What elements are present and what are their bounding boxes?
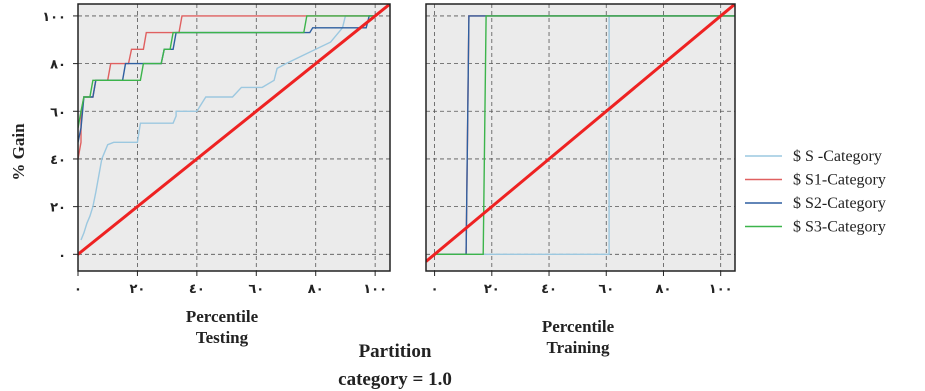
legend-label: $ S -Category	[793, 148, 882, 165]
x-tick-label: ١٠٠	[709, 282, 733, 297]
series-line	[80, 15, 376, 241]
x-tick-label: ٢٠	[129, 282, 145, 297]
legend-label: $ S1-Category	[793, 172, 886, 189]
y-tick-label: ٢٠	[50, 201, 66, 216]
x-tick-label: ٦٠	[598, 282, 614, 297]
y-tick-label: ٠	[58, 248, 66, 263]
legend-label: $ S3-Category	[793, 219, 886, 236]
plot-background	[78, 4, 390, 271]
testing-panel: ٠ ٢٠ ٤٠ ٦٠ ٨٠ ١٠٠ ٠ ٢٠ ٤٠ ٦٠ ٨٠ ١٠٠	[42, 3, 391, 297]
plot-frame	[425, 3, 736, 272]
x-axis-label-testing-line2: Testing	[196, 328, 249, 347]
y-tick-label: ٤٠	[50, 153, 66, 168]
y-axis-label: % Gain	[9, 123, 28, 181]
y-tick-label: ٨٠	[50, 58, 66, 73]
partition-caption-line1: Partition	[359, 341, 432, 362]
baseline-line	[426, 4, 735, 263]
training-panel: ٠ ٢٠ ٤٠ ٦٠ ٨٠ ١٠٠	[425, 3, 736, 297]
series-line	[78, 15, 376, 129]
baseline-line	[78, 4, 390, 257]
x-tick-label: ٤٠	[541, 282, 557, 297]
partition-caption-line2: category = 1.0	[338, 369, 452, 390]
y-tick-label: ١٠٠	[42, 10, 66, 25]
x-tick-label: ٨٠	[308, 282, 324, 297]
x-tick-label: ٠	[74, 282, 82, 297]
legend: $ S -Category $ S1-Category $ S2-Category $…	[745, 148, 886, 236]
x-tick-label: ٨٠	[656, 282, 672, 297]
x-axis-label-testing-line1: Percentile	[186, 307, 259, 326]
y-tick-label: ٦٠	[50, 105, 66, 120]
x-tick-label: ٠	[431, 282, 439, 297]
series-line	[434, 15, 735, 256]
x-tick-label: ٤٠	[189, 282, 205, 297]
x-tick-label: ٦٠	[248, 282, 264, 297]
plot-frame	[77, 3, 391, 272]
x-axis-label-training-line2: Training	[547, 338, 610, 357]
x-axis-label-training-line1: Percentile	[542, 317, 615, 336]
x-tick-label: ٢٠	[484, 282, 500, 297]
x-tick-label: ١٠٠	[363, 282, 387, 297]
legend-label: $ S2-Category	[793, 195, 886, 212]
